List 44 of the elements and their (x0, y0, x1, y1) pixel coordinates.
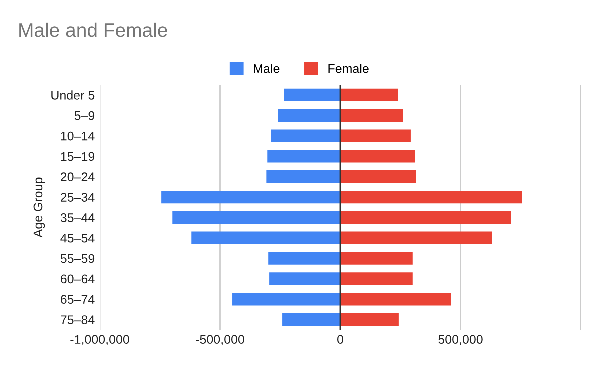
x-tick-label: 0 (338, 335, 344, 344)
y-tick-label: 45–54 (60, 234, 95, 243)
x-tick-label: -1,000,000 (70, 335, 130, 346)
y-tick-label: 65–74 (61, 295, 95, 304)
bar (340, 293, 452, 306)
bar (162, 190, 340, 204)
y-tick-label: 10–14 (61, 132, 95, 141)
bar (340, 88, 398, 102)
bar (268, 252, 340, 265)
chart-title: Male and Female (20, 22, 168, 38)
bar (271, 130, 340, 142)
y-tick-label: 75–84 (61, 316, 95, 324)
y-tick-label: 35–44 (60, 214, 95, 222)
bar (340, 130, 411, 142)
legend-label: Female (328, 64, 369, 74)
bar (340, 272, 413, 286)
bar (340, 252, 413, 265)
bar (172, 211, 340, 224)
y-tick-label: Under 5 (52, 90, 95, 100)
bar (340, 150, 416, 163)
bar (340, 190, 522, 204)
legend-label: Male (254, 64, 280, 74)
bar (270, 272, 340, 286)
bar (340, 109, 404, 122)
bar (284, 88, 340, 102)
y-tick-label: 25–34 (61, 193, 95, 202)
bar (340, 232, 492, 244)
bar (268, 150, 340, 163)
x-tick-label: -500,000 (196, 335, 244, 346)
bar (340, 313, 399, 326)
bar (266, 170, 340, 184)
bar (340, 211, 512, 224)
bar (192, 232, 340, 244)
bar (340, 170, 416, 184)
y-tick-label: 15–19 (61, 152, 95, 162)
y-tick-label: 20–24 (61, 172, 95, 182)
bar (282, 313, 340, 326)
bar (232, 293, 340, 306)
bar (278, 109, 340, 122)
y-axis-title: Age Group (34, 178, 46, 238)
y-tick-label: 55–59 (60, 254, 95, 264)
y-tick-label: 60–64 (61, 274, 95, 284)
x-tick-label: 500,000 (438, 335, 483, 346)
y-tick-label: 5–9 (74, 111, 95, 120)
